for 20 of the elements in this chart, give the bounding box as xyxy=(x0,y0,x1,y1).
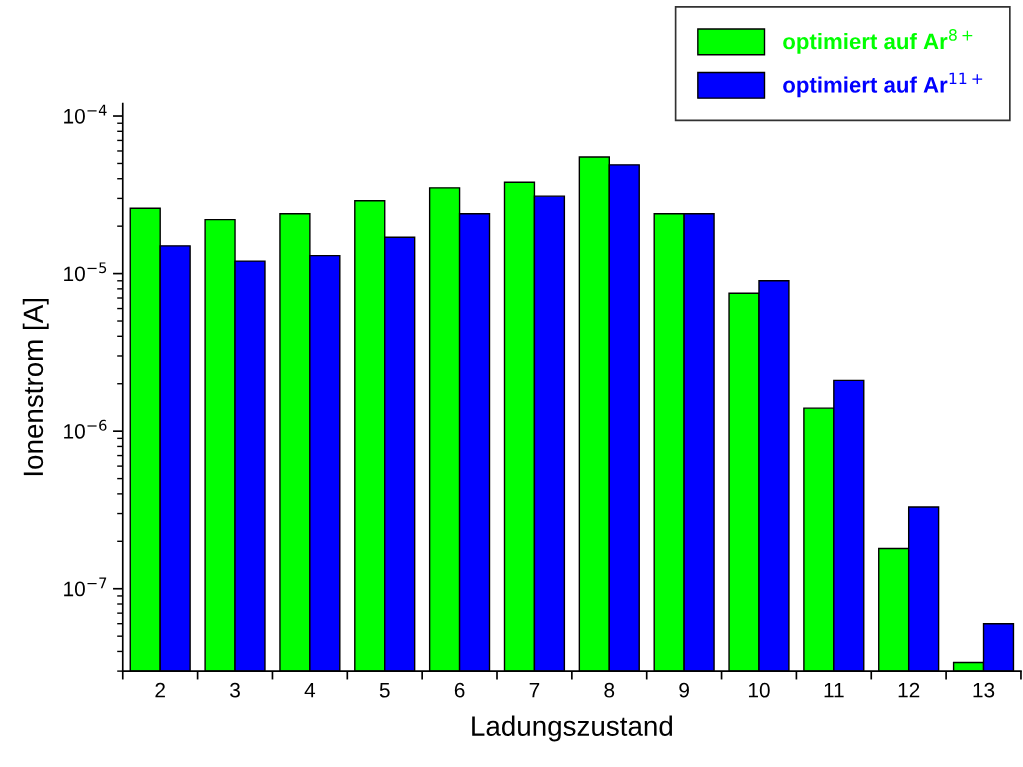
x-tick-label: 11 xyxy=(824,683,844,698)
x-tick-label: 7 xyxy=(529,683,540,698)
y-tick-label: 10$^{−6}$ xyxy=(64,419,107,439)
x-axis-title: Ladungszustand xyxy=(472,715,673,742)
x-tick-label: 12 xyxy=(898,682,920,698)
x-tick-label: 10 xyxy=(748,682,770,698)
x-tick-label: 4 xyxy=(304,683,316,698)
y-axis-title: Ionenstrom [A] xyxy=(22,298,49,476)
y-tick-label: 10$^{−4}$ xyxy=(64,104,107,124)
x-tick-label: 5 xyxy=(379,683,390,698)
x-tick-label: 3 xyxy=(230,682,240,698)
y-tick-label: 10$^{−5}$ xyxy=(64,262,107,282)
legend-label: optimiert auf Ar$^{8+}$ xyxy=(783,29,973,54)
x-tick-label: 8 xyxy=(604,682,615,698)
y-tick-label: 10$^{−7}$ xyxy=(64,577,107,597)
legend-label: optimiert auf Ar$^{11+}$ xyxy=(783,72,983,98)
x-tick-label: 13 xyxy=(973,682,995,698)
x-tick-label: 9 xyxy=(679,682,689,698)
x-tick-label: 2 xyxy=(155,682,165,698)
x-tick-label: 6 xyxy=(454,682,465,698)
